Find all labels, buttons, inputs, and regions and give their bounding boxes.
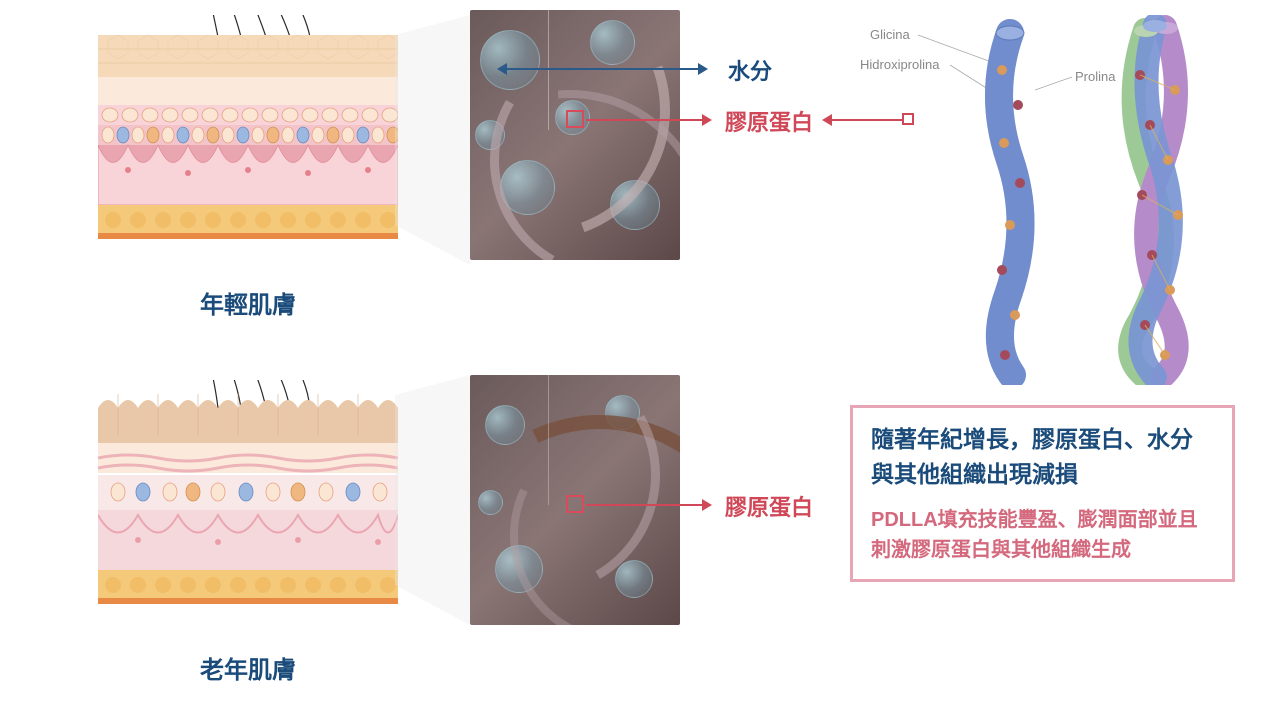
water-arrow: [500, 68, 700, 70]
info-callout-box: 隨著年紀增長，膠原蛋白、水分與其他組織出現減損 PDLLA填充技能豐盈、膨潤面部…: [850, 405, 1235, 582]
old-microscope-view: [470, 375, 680, 625]
old-collagen-arrowhead: [702, 499, 712, 511]
old-collagen-arrow: [586, 504, 704, 506]
old-skin-svg: [98, 380, 398, 610]
young-collagen-label: 膠原蛋白: [725, 105, 813, 137]
info-text-aging: 隨著年紀增長，膠原蛋白、水分與其他組織出現減損: [871, 422, 1214, 491]
glicina-label: Glicina: [870, 27, 910, 42]
hidroxiprolina-label: Hidroxiprolina: [860, 57, 939, 72]
young-skin-svg: [98, 15, 398, 245]
collagen-helix-diagram: Glicina Hidroxiprolina Prolina: [860, 15, 1240, 385]
young-connector: [395, 15, 475, 265]
water-label: 水分: [728, 54, 772, 86]
young-skin-cross-section: [98, 15, 398, 245]
water-arrowhead-right: [698, 63, 708, 75]
helix-collagen-arrowhead: [822, 114, 832, 126]
prolina-label: Prolina: [1075, 69, 1115, 84]
old-skin-cross-section: [98, 380, 398, 610]
young-microscope-view: [470, 10, 680, 260]
old-collagen-label: 膠原蛋白: [725, 490, 813, 522]
info-text-pdlla: PDLLA填充技能豐盈、膨潤面部並且刺激膠原蛋白與其他組織生成: [871, 505, 1214, 565]
young-skin-label: 年輕肌膚: [98, 285, 398, 320]
water-arrowhead-left: [497, 63, 507, 75]
old-skin-label: 老年肌膚: [98, 650, 398, 685]
young-collagen-arrowhead-right: [702, 114, 712, 126]
old-connector: [395, 375, 475, 625]
young-collagen-arrow-right: [586, 119, 704, 121]
